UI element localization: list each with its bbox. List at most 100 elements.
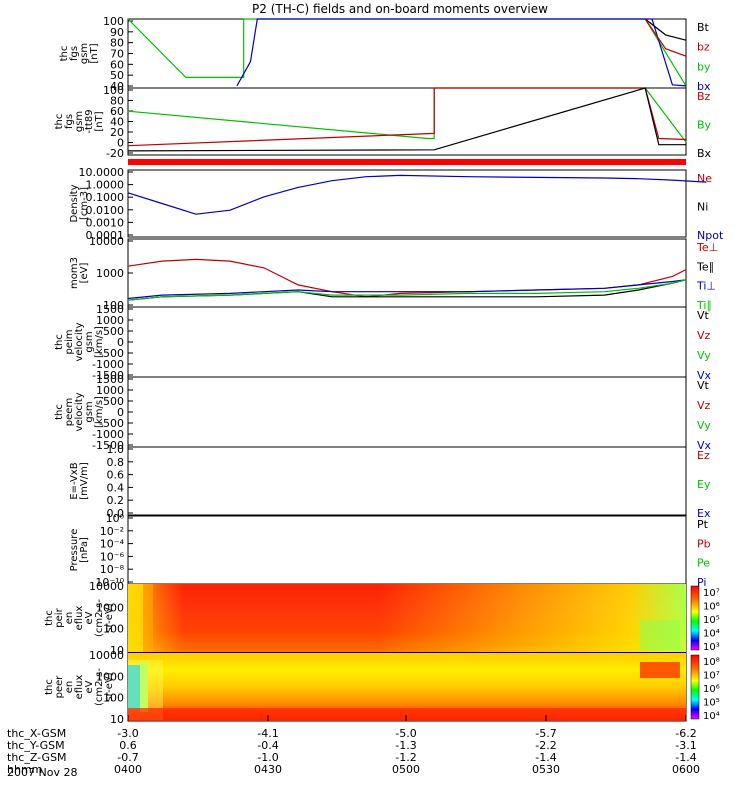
series-line xyxy=(127,279,687,301)
panel-frame xyxy=(127,376,687,448)
x-axis-value: -1.4 xyxy=(675,751,696,764)
y-tick-label: 80 xyxy=(110,37,124,50)
y-tick-label: 80 xyxy=(110,95,124,108)
y-axis-label-line: gsm xyxy=(74,111,85,132)
y-axis-label-line: thc xyxy=(54,114,65,130)
legend-entry: bz xyxy=(697,41,710,54)
y-tick-label: 0 xyxy=(117,137,124,150)
y-tick-label: 100 xyxy=(103,692,124,705)
y-axis-label: thc fgs gsm -tt89 [nT] xyxy=(54,109,105,133)
y-axis-label-line: -tt89 xyxy=(84,109,95,133)
y-tick-label: 20 xyxy=(110,126,124,139)
y-tick-label: 1.0000 xyxy=(86,179,125,192)
y-axis-label-line: sr-eV) xyxy=(104,603,115,632)
y-axis-label-line: thc xyxy=(44,679,55,695)
y-axis-label: mom3 [eV] xyxy=(69,257,90,289)
legend-entry: Bz xyxy=(697,90,711,103)
y-tick-label: 100 xyxy=(103,299,124,312)
y-axis-label: thc peim velocity gsm [km/s] xyxy=(54,322,105,361)
y-tick-label: 70 xyxy=(110,48,124,61)
panel-10: 10000 1000 100 10 thc peer en eflux eV (cm2-s-sr-… xyxy=(44,649,687,726)
panel-frame xyxy=(127,87,687,156)
legend-entry: Pe xyxy=(697,557,710,570)
y-tick-label: -1500 xyxy=(92,439,124,452)
y-tick-label: -500 xyxy=(99,347,124,360)
y-tick-label: 50 xyxy=(110,69,124,82)
y-axis-label-line: en xyxy=(64,612,75,625)
date-label: 2007 Nov 28 xyxy=(7,766,77,779)
y-axis-label: thc peem velocity gsm [km/s] xyxy=(54,392,105,431)
legend-entry: Vy xyxy=(697,419,711,432)
y-axis-label-line: velocity xyxy=(74,392,85,431)
x-axis-value: -2.2 xyxy=(535,739,556,752)
series-line xyxy=(127,87,687,147)
y-axis-label-line: Density xyxy=(69,184,80,222)
series-line xyxy=(127,174,707,215)
legend-entry: Ti∥ xyxy=(696,299,712,312)
y-tick-label: 10⁰ xyxy=(106,512,125,525)
colorbar-label: 10⁴ xyxy=(703,629,720,640)
colorbar-label: 10⁶ xyxy=(703,602,720,613)
y-tick-label: 10⁻⁴ xyxy=(100,538,125,551)
colorbar-label: 10⁶ xyxy=(703,684,720,695)
x-axis-value: -3.0 xyxy=(117,727,138,740)
colorbar-label: 10⁴ xyxy=(703,711,720,722)
y-axis-label: Density [cm-3] xyxy=(69,184,90,222)
x-axis-value: 0430 xyxy=(254,763,282,776)
colorbar-label: 10⁵ xyxy=(703,698,720,709)
series-line xyxy=(127,87,686,152)
colorbar xyxy=(690,585,700,651)
legend-entry: Vz xyxy=(697,329,711,342)
colorbar-label: 10⁷ xyxy=(703,588,720,599)
y-tick-label: 90 xyxy=(110,26,124,39)
y-tick-label: 1000 xyxy=(96,601,124,614)
legend-entry: Vt xyxy=(697,379,710,392)
panel-frame xyxy=(127,169,687,238)
legend-entry: Bx xyxy=(697,147,712,160)
legend-entry: Pt xyxy=(697,518,709,531)
x-axis-value: -3.1 xyxy=(675,739,696,752)
y-axis-label-line: thc xyxy=(44,610,55,626)
y-axis-label-line: [nPa] xyxy=(79,537,90,563)
x-axis-value: -0.7 xyxy=(117,751,138,764)
series-line xyxy=(644,18,687,41)
y-tick-label: 40 xyxy=(110,116,124,129)
y-tick-label: 0.0010 xyxy=(86,216,125,229)
y-axis-label-line: gsm xyxy=(79,43,90,64)
legend-entry: Vy xyxy=(697,349,711,362)
y-axis-label-line: thc xyxy=(59,46,70,62)
series-line xyxy=(127,18,687,87)
y-tick-label: 100 xyxy=(103,15,124,28)
legend-entry: Ne xyxy=(697,172,712,185)
y-tick-label: 0.4 xyxy=(107,481,125,494)
x-axis-row-label: thc_Y-GSM xyxy=(7,739,65,752)
y-tick-label: 10⁻⁶ xyxy=(100,550,125,563)
y-axis-label-line: thc xyxy=(54,334,65,350)
y-tick-label: 1000 xyxy=(96,670,124,683)
y-axis-label-line: Pressure xyxy=(69,529,80,572)
y-tick-label: -1500 xyxy=(92,369,124,382)
series-line xyxy=(644,18,687,57)
y-axis-label-line: eflux xyxy=(74,606,85,631)
y-tick-label: 100 xyxy=(103,623,124,636)
y-axis-label-line: mom3 xyxy=(69,257,80,289)
x-axis-value: 0.6 xyxy=(119,739,137,752)
y-tick-label: 0.6 xyxy=(107,469,125,482)
legend-entry: Te∥ xyxy=(696,260,714,273)
colorbar-label: 10⁸ xyxy=(703,657,720,668)
y-axis-label-line: peir xyxy=(54,607,65,627)
y-tick-label: 40 xyxy=(110,80,124,93)
y-axis-label-line: fgs xyxy=(64,114,75,129)
y-axis-label-line: peer xyxy=(54,675,65,699)
y-tick-label: 1000 xyxy=(96,314,124,327)
x-axis-value: -0.4 xyxy=(257,739,278,752)
y-axis-label-line: [nT] xyxy=(94,111,105,131)
x-axis-value: 0600 xyxy=(672,763,700,776)
x-axis-row-label: thc_X-GSM xyxy=(7,727,66,740)
y-axis-label-line: velocity xyxy=(74,322,85,361)
colorbar-label: 10⁵ xyxy=(703,615,720,626)
y-tick-label: 0 xyxy=(117,336,124,349)
legend-entry: by xyxy=(697,60,711,73)
y-tick-label: 1500 xyxy=(96,373,124,386)
